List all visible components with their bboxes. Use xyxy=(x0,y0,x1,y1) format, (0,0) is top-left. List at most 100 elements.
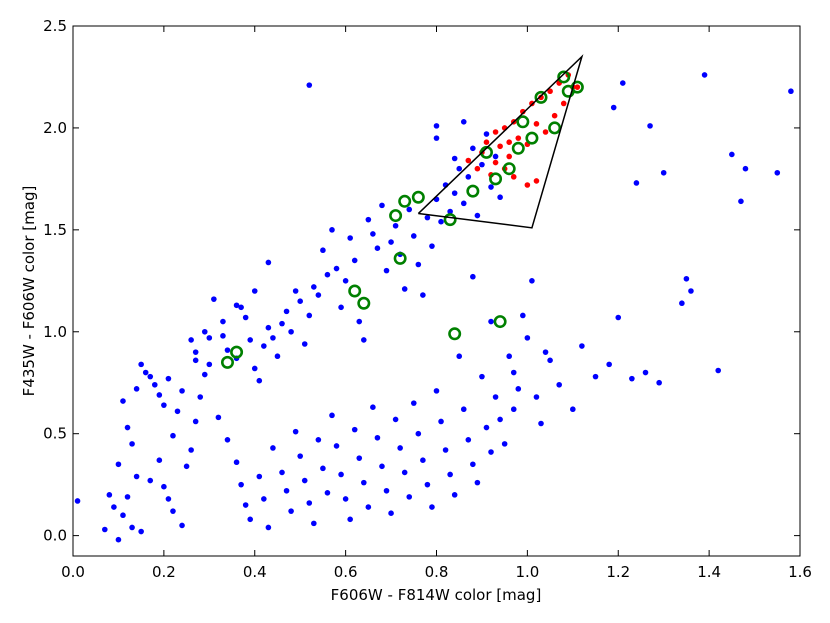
blue-data-point xyxy=(297,298,303,304)
blue-data-point xyxy=(324,271,331,278)
red-data-point xyxy=(574,84,581,90)
blue-data-point xyxy=(388,239,394,245)
green-rings-layer xyxy=(220,70,584,369)
blue-data-point xyxy=(206,361,213,368)
blue-data-point xyxy=(306,500,313,506)
blue-data-point xyxy=(147,373,154,380)
blue-data-point xyxy=(151,381,158,388)
red-data-point xyxy=(520,108,526,115)
blue-data-point xyxy=(474,212,481,219)
y-axis-label: F435W - F606W color [mag] xyxy=(20,186,38,397)
blue-data-point xyxy=(297,453,303,459)
blue-data-point xyxy=(301,341,308,347)
x-tick-label: 1.4 xyxy=(697,563,721,581)
blue-data-point xyxy=(542,349,549,355)
green-ring-point xyxy=(398,194,412,208)
blue-data-point xyxy=(170,432,176,439)
blue-data-point xyxy=(451,155,458,162)
blue-data-point xyxy=(506,353,512,360)
blue-data-point xyxy=(615,314,622,321)
blue-data-point xyxy=(261,496,267,502)
blue-data-point xyxy=(161,402,167,408)
y-tick-label: 0.5 xyxy=(43,425,67,443)
blue-data-point xyxy=(179,522,185,529)
y-tick-label: 1.0 xyxy=(43,323,67,341)
blue-data-point xyxy=(370,231,376,237)
blue-data-point xyxy=(470,145,476,152)
blue-data-point xyxy=(270,335,276,341)
blue-data-point xyxy=(479,373,485,380)
selection-polygon xyxy=(417,54,584,229)
blue-data-point xyxy=(456,353,463,360)
blue-data-point xyxy=(133,386,140,392)
blue-data-point xyxy=(365,216,372,223)
blue-data-point xyxy=(147,477,154,484)
blue-data-point xyxy=(320,465,326,472)
blue-data-point xyxy=(315,437,322,443)
green-ring-point xyxy=(448,327,462,341)
y-tick-label: 1.5 xyxy=(43,221,67,239)
blue-data-point xyxy=(470,461,476,468)
blue-data-point xyxy=(179,388,185,394)
red-data-point xyxy=(474,165,481,172)
blue-data-point xyxy=(642,369,649,376)
blue-data-point xyxy=(374,434,381,441)
x-axis-label: F606W - F814W color [mag] xyxy=(331,586,542,604)
green-ring-point xyxy=(525,131,539,145)
plot-area xyxy=(73,26,800,556)
red-data-point xyxy=(542,129,549,135)
blue-data-point xyxy=(192,418,199,425)
green-ring-point xyxy=(393,251,407,265)
blue-data-point xyxy=(420,292,426,298)
blue-data-point xyxy=(715,367,722,374)
blue-data-point xyxy=(610,104,617,111)
blue-data-point xyxy=(279,320,285,327)
blue-data-point xyxy=(538,420,544,427)
blue-data-point xyxy=(329,412,335,419)
green-ring-point xyxy=(466,184,480,198)
blue-data-point xyxy=(447,471,453,478)
blue-data-point xyxy=(438,218,444,225)
green-ring-point xyxy=(534,90,548,104)
red-data-point xyxy=(538,94,544,101)
blue-data-point xyxy=(161,483,167,490)
blue-data-point xyxy=(156,392,163,398)
blue-data-point xyxy=(460,119,467,125)
blue-data-point xyxy=(488,184,494,190)
blue-data-point xyxy=(311,284,317,290)
blue-data-point xyxy=(279,469,285,476)
blue-data-point xyxy=(497,416,503,423)
blue-data-point xyxy=(170,508,176,514)
red-data-point xyxy=(506,139,512,145)
blue-data-point xyxy=(433,123,440,129)
blue-data-point xyxy=(338,304,344,311)
blue-data-point xyxy=(315,292,322,298)
red-data-point xyxy=(510,174,517,180)
y-tick-label: 2.0 xyxy=(43,119,67,137)
blue-data-point xyxy=(215,414,222,421)
blue-data-point xyxy=(647,123,653,129)
green-ring-point xyxy=(548,121,562,135)
blue-data-point xyxy=(197,394,204,400)
blue-data-point xyxy=(688,288,694,294)
blue-data-point xyxy=(301,477,308,484)
blue-data-point xyxy=(379,202,385,209)
red-data-point xyxy=(547,88,553,95)
blue-data-point xyxy=(129,524,135,531)
blue-data-point xyxy=(270,445,276,451)
blue-data-point xyxy=(383,487,390,494)
green-ring-point xyxy=(516,115,530,129)
blue-data-point xyxy=(74,498,81,504)
blue-data-point xyxy=(510,406,517,413)
red-data-point xyxy=(533,121,540,127)
red-data-point xyxy=(506,153,512,160)
blue-data-point xyxy=(311,520,317,527)
blue-data-point xyxy=(465,174,472,180)
green-ring-point xyxy=(220,355,234,369)
red-data-point xyxy=(497,143,503,150)
blue-data-point xyxy=(138,528,144,535)
blue-data-point xyxy=(429,243,435,249)
blue-data-point xyxy=(124,494,131,500)
x-tick-label: 0.2 xyxy=(152,563,176,581)
